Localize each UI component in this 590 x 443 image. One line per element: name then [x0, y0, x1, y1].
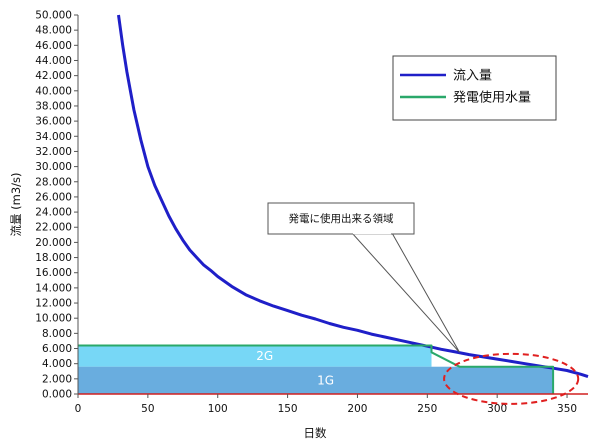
y-tick-label: 14.000	[35, 282, 72, 294]
callout-text: 発電に使用出来る領域	[289, 212, 394, 225]
y-tick-label: 44.000	[35, 55, 72, 67]
legend-label-1: 流入量	[453, 69, 492, 84]
x-tick-label: 50	[141, 403, 154, 415]
series-layer	[78, 14, 589, 394]
y-tick-label: 34.000	[35, 131, 72, 143]
generation-series-line	[78, 344, 555, 394]
x-tick-label: 250	[417, 403, 437, 415]
y-tick-label: 6.000	[42, 343, 72, 355]
y-tick-label: 22.000	[35, 222, 72, 234]
y-tick-label: 8.000	[42, 328, 72, 340]
y-tick-label: 30.000	[35, 161, 72, 173]
y-tick-label: 16.000	[35, 267, 72, 279]
callout-layer: 発電に使用出来る領域	[267, 202, 460, 353]
band-label-2g: 2G	[256, 349, 273, 363]
y-tick-label: 2.000	[42, 373, 72, 385]
axes-layer: 0.000 2.000 4.000 6.000 8.000 10.000 12.000 14.…	[9, 10, 588, 440]
y-tick-label: 38.000	[35, 100, 72, 112]
y-tick-label: 28.000	[35, 176, 72, 188]
legend-box	[392, 55, 557, 121]
bands-layer	[78, 345, 554, 394]
x-axis-title: 日数	[304, 426, 327, 440]
y-tick-label: 48.000	[35, 25, 72, 37]
callout-box	[267, 202, 415, 235]
x-tick-label: 200	[347, 403, 367, 415]
x-tick-label: 100	[208, 403, 228, 415]
x-tick-label: 350	[557, 403, 577, 415]
y-tick-label: 0.000	[42, 389, 72, 401]
y-tick-label: 26.000	[35, 191, 72, 203]
ellipse-layer	[443, 352, 580, 405]
x-tick-label: 150	[278, 403, 298, 415]
y-tick-label: 12.000	[35, 298, 72, 310]
y-tick-label: 32.000	[35, 146, 72, 158]
band-label-1g: 1G	[317, 373, 334, 387]
x-tick-label: 0	[75, 403, 82, 415]
y-tick-label: 40.000	[35, 85, 72, 97]
y-tick-label: 20.000	[35, 237, 72, 249]
band-1g	[78, 366, 554, 394]
y-tick-label: 24.000	[35, 207, 72, 219]
y-tick-label: 46.000	[35, 40, 72, 52]
x-tick-label: 300	[487, 403, 507, 415]
legend-label-2: 発電使用水量	[453, 90, 531, 106]
y-axis-title: 流量 (m3/s)	[9, 172, 23, 236]
y-tick-label: 50.000	[35, 10, 72, 22]
band-labels-layer: 2G 1G	[256, 349, 334, 387]
y-tick-label: 10.000	[35, 313, 72, 325]
inflow-series-line	[117, 14, 589, 379]
y-tick-label: 42.000	[35, 70, 72, 82]
y-tick-label: 4.000	[42, 358, 72, 370]
y-tick-label: 36.000	[35, 116, 72, 128]
highlight-ellipse	[443, 352, 580, 405]
band-2g	[78, 345, 432, 367]
y-tick-label: 18.000	[35, 252, 72, 264]
